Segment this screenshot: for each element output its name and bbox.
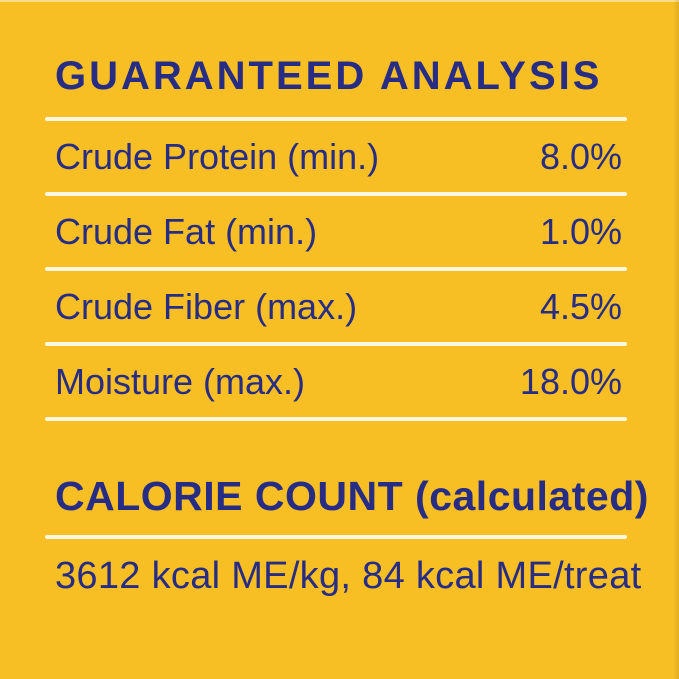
- divider-line: [45, 417, 627, 421]
- nutrient-value: 8.0%: [539, 135, 622, 177]
- analysis-row-moisture: Moisture (max.) 18.0%: [45, 346, 627, 417]
- analysis-row-crude-fat: Crude Fat (min.) 1.0%: [45, 196, 627, 267]
- guaranteed-analysis-panel: GUARANTEED ANALYSIS Crude Protein (min.)…: [45, 54, 649, 597]
- divider-line: [45, 267, 627, 271]
- analysis-row-crude-fiber: Crude Fiber (max.) 4.5%: [45, 271, 627, 342]
- calorie-count-heading: CALORIE COUNT (calculated): [55, 473, 649, 519]
- nutrient-name: Crude Protein (min.): [55, 135, 380, 177]
- nutrient-value: 18.0%: [519, 360, 622, 402]
- nutrient-name: Crude Fat (min.): [55, 210, 318, 252]
- nutrient-value: 1.0%: [539, 210, 622, 252]
- nutrient-value: 4.5%: [539, 285, 622, 327]
- guaranteed-analysis-title: GUARANTEED ANALYSIS: [55, 54, 603, 98]
- divider-line: [45, 117, 627, 121]
- divider-line: [45, 342, 627, 346]
- calorie-count-value: 3612 kcal ME/kg, 84 kcal ME/treat: [55, 555, 642, 597]
- divider-line: [45, 535, 627, 539]
- nutrient-name: Crude Fiber (max.): [55, 285, 358, 327]
- divider-line: [45, 192, 627, 196]
- analysis-row-crude-protein: Crude Protein (min.) 8.0%: [45, 121, 627, 192]
- nutrient-name: Moisture (max.): [55, 360, 306, 402]
